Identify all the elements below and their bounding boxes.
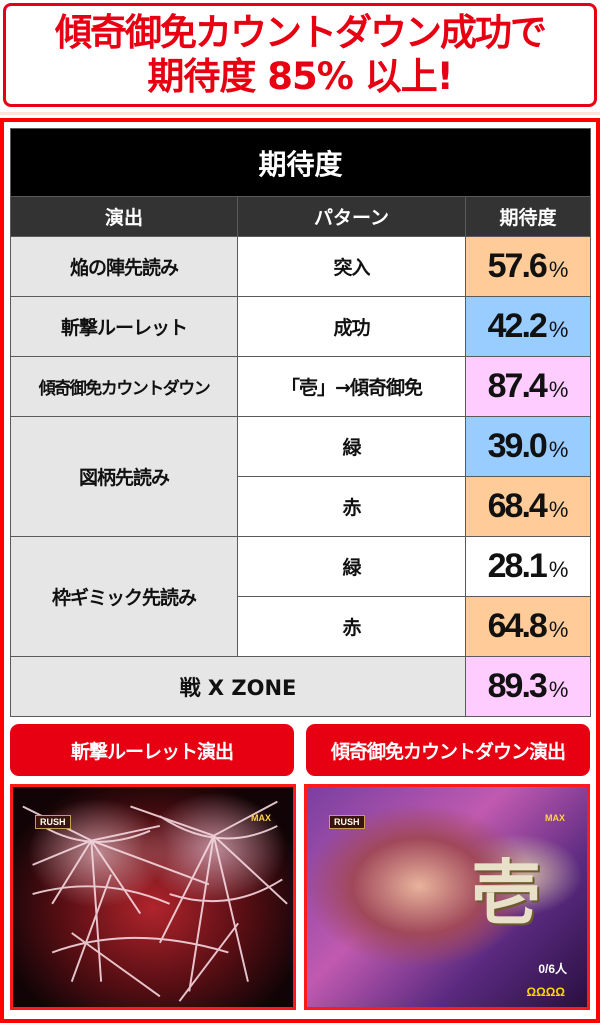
defeat-counter: 0/6人 bbox=[538, 962, 567, 976]
pattern-cell: 「壱」→傾奇御免 bbox=[237, 356, 466, 417]
action-cell: 傾奇御免カウントダウン bbox=[10, 356, 238, 417]
rush-badge: RUSH bbox=[329, 815, 365, 829]
table-row: 枠ギミック先読み 緑 28.1% bbox=[10, 536, 592, 657]
label-kabukigomen-countdown: 傾奇御免カウントダウン演出 bbox=[306, 724, 590, 776]
value-cell: 42.2% bbox=[464, 296, 592, 357]
screenshot-kabukigomen-countdown: RUSH MAX 壱 0/6人 ΩΩΩΩ bbox=[304, 784, 590, 1010]
table-row: 図柄先読み 緑 39.0% bbox=[10, 416, 592, 537]
value-number: 39.0 bbox=[487, 427, 548, 465]
value-cell: 39.0% bbox=[464, 416, 592, 477]
table-row: 赤 64.8% bbox=[11, 596, 592, 657]
value-cell: 57.6% bbox=[464, 236, 592, 297]
pattern-cell: 緑 bbox=[237, 416, 466, 477]
header-action: 演出 bbox=[10, 196, 238, 237]
action-cell: 枠ギミック先読み bbox=[10, 536, 238, 657]
pattern-cell: 赤 bbox=[237, 476, 466, 537]
value-cell: 89.3% bbox=[464, 656, 592, 717]
table-row: 斬撃ルーレット 成功 42.2% bbox=[10, 296, 592, 357]
pattern-cell: 赤 bbox=[237, 596, 466, 657]
table-row: 赤 68.4% bbox=[11, 476, 592, 537]
percent-unit: % bbox=[548, 377, 569, 402]
value-cell: 87.4% bbox=[464, 356, 592, 417]
expectation-table: 期待度 演出 パターン 期待度 焔の陣先読み 突入 57.6% 斬撃ルーレット … bbox=[9, 128, 592, 717]
coin-indicator: ΩΩΩΩ bbox=[526, 985, 565, 999]
ichi-kanji-graphic: 壱 bbox=[471, 852, 541, 934]
pattern-cell: 緑 bbox=[237, 536, 466, 597]
header-expectation: 期待度 bbox=[464, 196, 592, 237]
label-zangeki-roulette: 斬撃ルーレット演出 bbox=[10, 724, 294, 776]
divider bbox=[0, 112, 600, 115]
pattern-cell: 成功 bbox=[237, 296, 466, 357]
max-badge: MAX bbox=[251, 813, 271, 823]
percent-unit: % bbox=[548, 677, 569, 702]
action-cell: 図柄先読み bbox=[10, 416, 238, 537]
headline-line-1: 傾奇御免カウントダウン成功で bbox=[55, 11, 547, 54]
value-cell: 28.1% bbox=[464, 536, 592, 597]
value-cell: 64.8% bbox=[464, 596, 592, 657]
action-cell: 焔の陣先読み bbox=[10, 236, 238, 297]
pattern-cell: 突入 bbox=[237, 236, 466, 297]
shattered-glass-graphic bbox=[22, 800, 288, 1002]
value-cell: 68.4% bbox=[464, 476, 592, 537]
percent-unit: % bbox=[548, 317, 569, 342]
percent-unit: % bbox=[548, 437, 569, 462]
header-pattern: パターン bbox=[237, 196, 466, 237]
content-panel: 期待度 演出 パターン 期待度 焔の陣先読み 突入 57.6% 斬撃ルーレット … bbox=[0, 118, 600, 1023]
headline-line-2: 期待度 85% 以上! bbox=[147, 55, 453, 98]
value-number: 42.2 bbox=[487, 307, 548, 345]
headline-banner: 傾奇御免カウントダウン成功で 期待度 85% 以上! bbox=[3, 3, 597, 107]
percent-unit: % bbox=[548, 497, 569, 522]
percent-unit: % bbox=[548, 617, 569, 642]
value-number: 87.4 bbox=[487, 367, 548, 405]
table-header-row: 演出 パターン 期待度 bbox=[10, 196, 592, 237]
action-cell: 斬撃ルーレット bbox=[10, 296, 238, 357]
value-number: 64.8 bbox=[487, 607, 548, 645]
table-row: 焔の陣先読み 突入 57.6% bbox=[10, 236, 592, 297]
screenshot-zangeki-roulette: RUSH MAX bbox=[10, 784, 296, 1010]
action-cell: 戦 X ZONE bbox=[10, 656, 466, 717]
value-number: 89.3 bbox=[487, 667, 548, 705]
max-badge: MAX bbox=[545, 813, 565, 823]
table-title: 期待度 bbox=[9, 128, 592, 197]
value-number: 57.6 bbox=[487, 247, 548, 285]
percent-unit: % bbox=[548, 557, 569, 582]
value-number: 68.4 bbox=[487, 487, 548, 525]
table-row: 戦 X ZONE 89.3% bbox=[10, 656, 592, 717]
value-number: 28.1 bbox=[487, 547, 548, 585]
table-title-row: 期待度 bbox=[9, 128, 592, 197]
rush-badge: RUSH bbox=[35, 815, 71, 829]
table-row: 傾奇御免カウントダウン 「壱」→傾奇御免 87.4% bbox=[10, 356, 592, 417]
percent-unit: % bbox=[548, 257, 569, 282]
